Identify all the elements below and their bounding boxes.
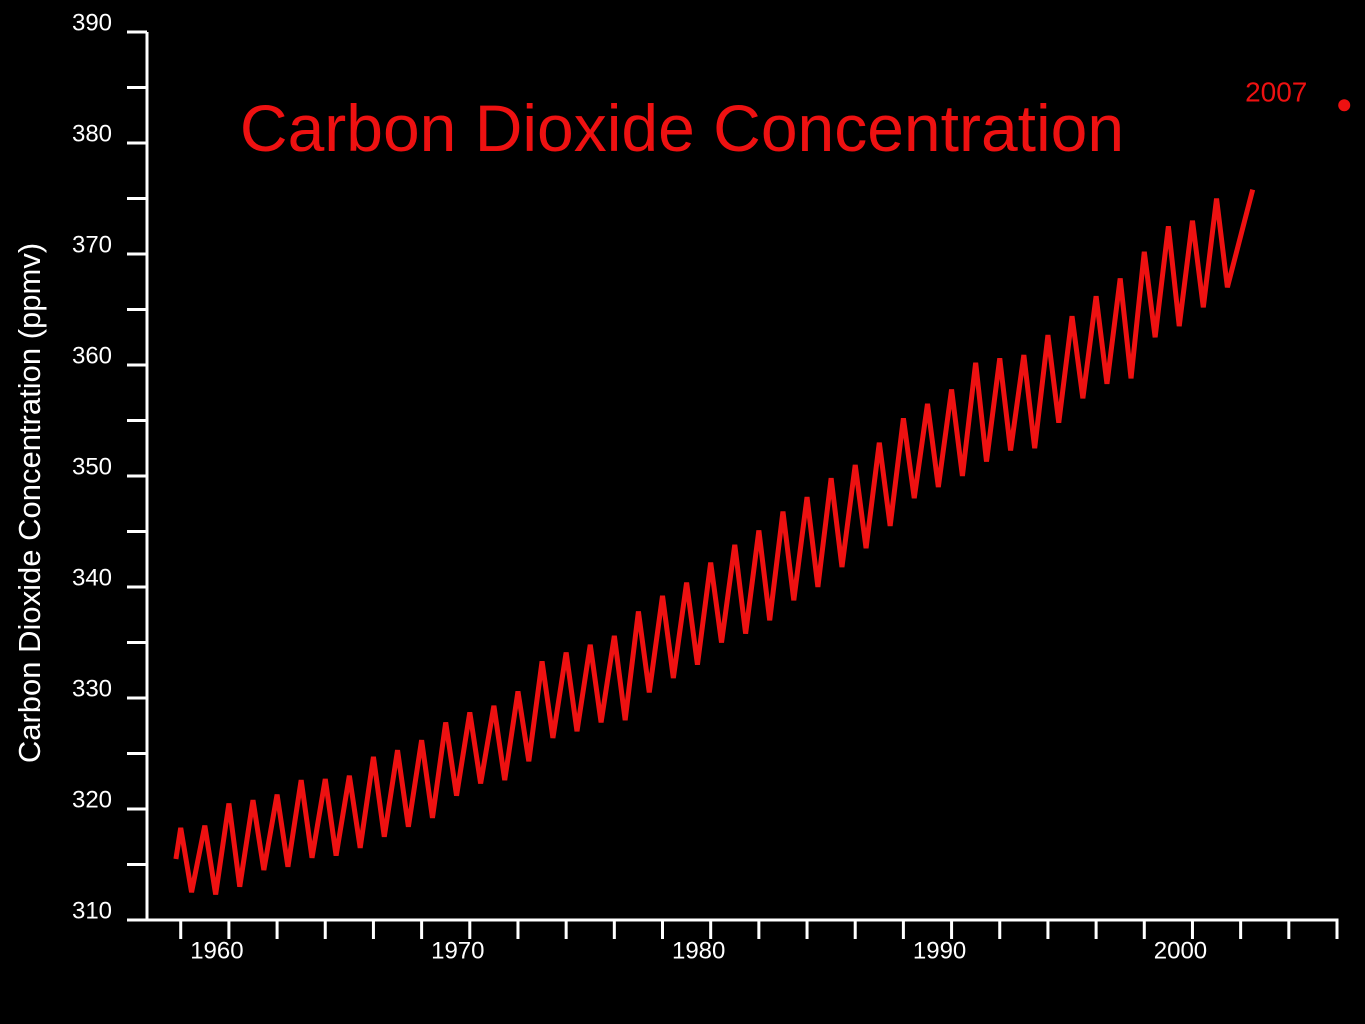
y-tick-label: 350 bbox=[72, 453, 112, 480]
y-tick-label: 330 bbox=[72, 675, 112, 702]
chart-title: Carbon Dioxide Concentration bbox=[240, 91, 1124, 165]
y-tick-label: 340 bbox=[72, 564, 112, 591]
co2-line bbox=[173, 188, 1256, 895]
annotation-point bbox=[1338, 99, 1351, 112]
y-tick-label: 370 bbox=[72, 231, 112, 258]
x-tick-label: 1990 bbox=[913, 937, 966, 964]
y-tick-label: 380 bbox=[72, 120, 112, 147]
x-tick-label: 1970 bbox=[431, 937, 484, 964]
x-tick-label: 1960 bbox=[190, 937, 243, 964]
y-tick-label: 320 bbox=[72, 786, 112, 813]
y-tick-label: 390 bbox=[72, 9, 112, 36]
y-axis-label: Carbon Dioxide Concentration (ppmv) bbox=[12, 243, 47, 763]
y-tick-label: 360 bbox=[72, 342, 112, 369]
annotation-label: 2007 bbox=[1245, 77, 1307, 108]
x-tick-label: 2000 bbox=[1154, 937, 1207, 964]
y-tick-label: 310 bbox=[72, 897, 112, 924]
x-tick-label: 1980 bbox=[672, 937, 725, 964]
